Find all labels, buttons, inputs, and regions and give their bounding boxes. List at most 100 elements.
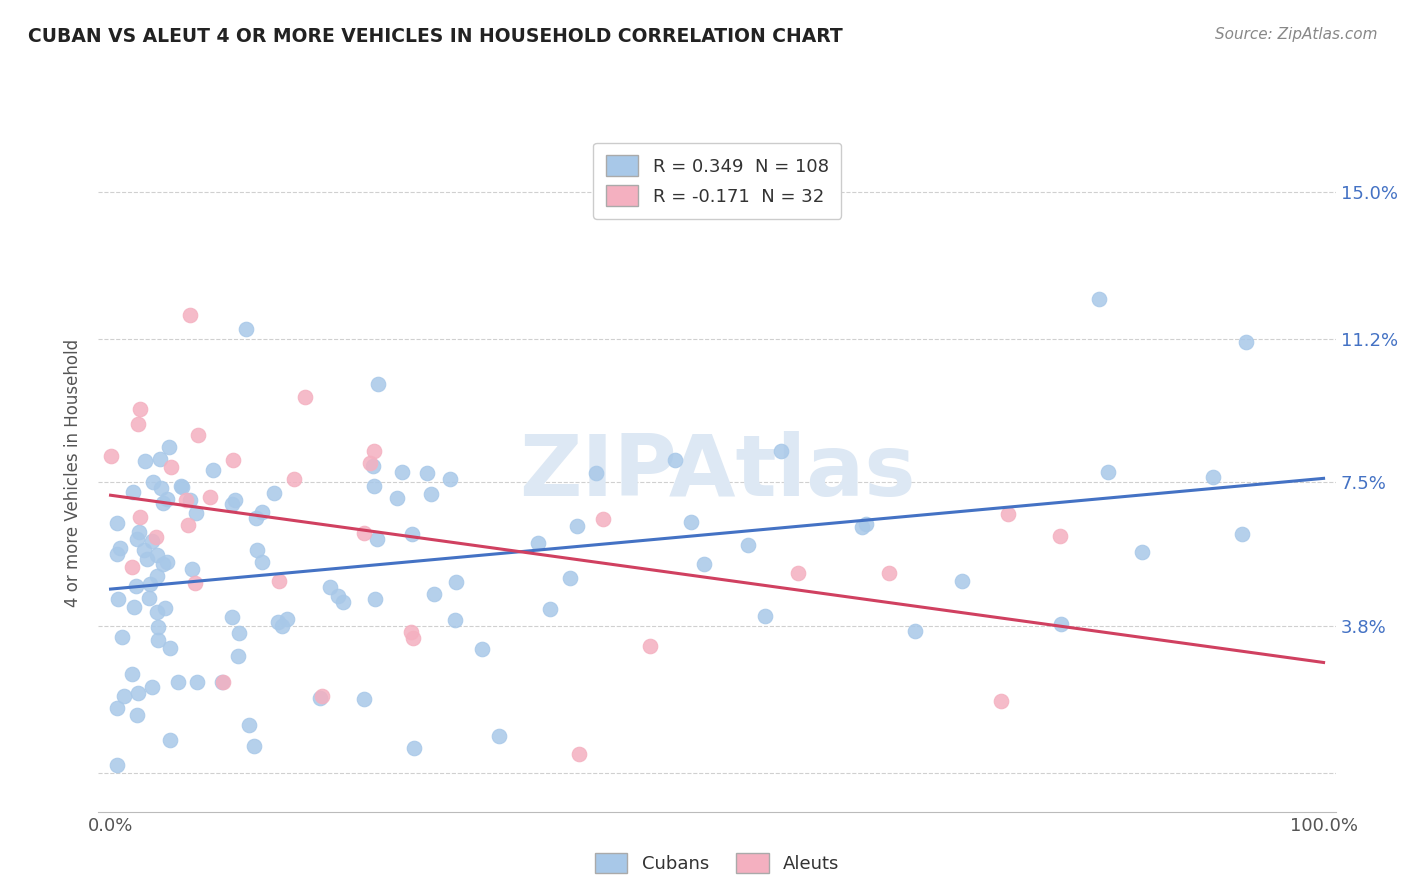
Point: [122, 600, 145, 615]
Point: [159, 641, 181, 656]
Point: [640, 640, 662, 654]
Point: [212, 674, 235, 689]
Point: [997, 507, 1019, 521]
Point: [538, 602, 561, 616]
Point: [105, 516, 128, 531]
Point: [444, 614, 467, 628]
Point: [179, 492, 201, 507]
Point: [160, 460, 183, 475]
Point: [186, 675, 208, 690]
Point: [391, 465, 413, 479]
Point: [122, 485, 145, 500]
Point: [328, 589, 350, 603]
Point: [174, 492, 197, 507]
Point: [364, 591, 387, 606]
Point: [125, 579, 148, 593]
Point: [146, 549, 169, 563]
Point: [558, 571, 581, 585]
Point: [1230, 526, 1253, 541]
Point: [127, 533, 149, 547]
Point: [363, 478, 385, 492]
Point: [111, 630, 134, 644]
Point: [270, 619, 292, 633]
Legend: Cubans, Aleuts: Cubans, Aleuts: [588, 846, 846, 880]
Point: [127, 707, 149, 722]
Point: [187, 428, 209, 442]
Point: [950, 574, 973, 588]
Point: [184, 575, 207, 590]
Point: [488, 729, 510, 743]
Point: [105, 548, 128, 562]
Point: [309, 691, 332, 706]
Point: [138, 591, 160, 605]
Point: [851, 519, 873, 533]
Point: [152, 496, 174, 510]
Point: [112, 689, 135, 703]
Point: [238, 718, 260, 732]
Point: [177, 517, 200, 532]
Point: [245, 511, 267, 525]
Point: [146, 633, 169, 648]
Point: [127, 686, 149, 700]
Point: [201, 463, 224, 477]
Point: [263, 486, 285, 500]
Point: [1097, 466, 1119, 480]
Point: [399, 624, 422, 639]
Point: [1049, 529, 1071, 543]
Point: [471, 642, 494, 657]
Y-axis label: 4 or more Vehicles in Household: 4 or more Vehicles in Household: [65, 339, 83, 607]
Point: [568, 747, 591, 761]
Point: [107, 591, 129, 606]
Point: [1234, 335, 1257, 350]
Point: [179, 308, 201, 322]
Point: [149, 481, 172, 495]
Point: [167, 675, 190, 690]
Point: [361, 459, 384, 474]
Point: [877, 566, 900, 580]
Point: [224, 493, 246, 508]
Point: [592, 512, 614, 526]
Point: [145, 530, 167, 544]
Point: [198, 490, 221, 504]
Point: [276, 612, 298, 626]
Point: [135, 551, 157, 566]
Point: [439, 472, 461, 486]
Point: [211, 674, 233, 689]
Point: [184, 507, 207, 521]
Point: [152, 557, 174, 571]
Point: [172, 480, 194, 494]
Point: [385, 491, 408, 506]
Point: [363, 443, 385, 458]
Point: [121, 666, 143, 681]
Point: [664, 453, 686, 467]
Point: [416, 466, 439, 480]
Point: [267, 615, 290, 630]
Point: [1202, 470, 1225, 484]
Point: [404, 740, 426, 755]
Point: [181, 562, 204, 576]
Point: [420, 487, 443, 501]
Point: [1130, 545, 1153, 559]
Point: [141, 534, 163, 549]
Point: [138, 577, 160, 591]
Point: [1088, 292, 1111, 306]
Point: [127, 417, 149, 431]
Point: [737, 537, 759, 551]
Text: CUBAN VS ALEUT 4 OR MORE VEHICLES IN HOUSEHOLD CORRELATION CHART: CUBAN VS ALEUT 4 OR MORE VEHICLES IN HOU…: [28, 27, 842, 45]
Point: [332, 595, 354, 609]
Point: [145, 569, 167, 583]
Point: [311, 689, 333, 703]
Point: [105, 701, 128, 715]
Point: [679, 516, 702, 530]
Point: [401, 527, 423, 541]
Point: [250, 505, 273, 519]
Point: [283, 472, 305, 486]
Point: [149, 452, 172, 467]
Point: [170, 479, 193, 493]
Point: [221, 497, 243, 511]
Point: [990, 694, 1012, 708]
Point: [156, 491, 179, 506]
Point: [156, 555, 179, 569]
Text: Source: ZipAtlas.com: Source: ZipAtlas.com: [1215, 27, 1378, 42]
Point: [367, 377, 389, 392]
